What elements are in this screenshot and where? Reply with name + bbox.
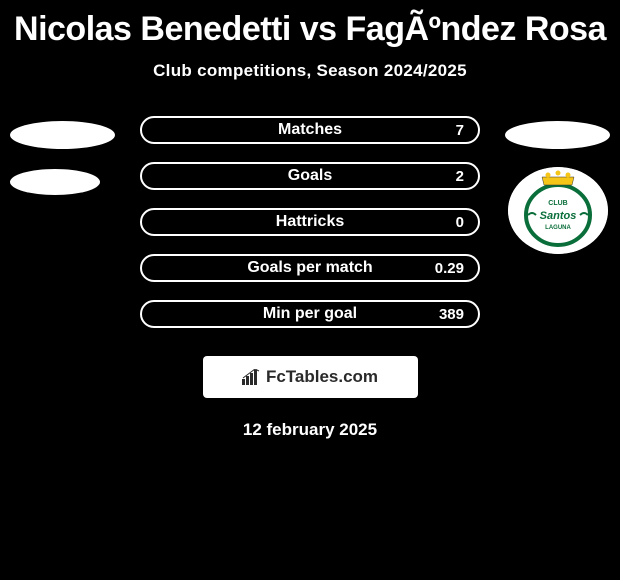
comparison-content: CLUB Santos LAGUNA Matches 7 Goals 2 [0,116,620,440]
chart-icon [242,369,262,385]
fctables-logo: FcTables.com [242,367,378,387]
date-label: 12 february 2025 [0,420,620,440]
stat-right-value: 0 [424,214,464,231]
stat-label: Goals [288,167,332,185]
right-badge-1 [505,121,610,149]
club-badge-right: CLUB Santos LAGUNA [508,167,608,254]
left-badge-2 [10,169,100,195]
stat-row-mpg: Min per goal 389 [140,300,480,328]
stat-right-value: 7 [424,122,464,139]
stat-right-value: 2 [424,168,464,185]
stat-row-goals: Goals 2 [140,162,480,190]
svg-text:LAGUNA: LAGUNA [545,225,571,231]
stat-right-value: 0.29 [424,260,464,277]
right-player-badges: CLUB Santos LAGUNA [505,121,610,254]
page-title: Nicolas Benedetti vs FagÃºndez Rosa [0,5,620,61]
left-badge-1 [10,121,115,149]
stat-label: Min per goal [263,305,357,323]
left-player-badges [10,121,115,195]
stat-row-matches: Matches 7 [140,116,480,144]
fctables-logo-box: FcTables.com [203,356,418,398]
stat-label: Matches [278,121,342,139]
stat-row-hattricks: Hattricks 0 [140,208,480,236]
santos-laguna-icon: CLUB Santos LAGUNA [508,167,608,254]
stat-right-value: 389 [424,306,464,323]
stat-row-gpm: Goals per match 0.29 [140,254,480,282]
stat-label: Goals per match [247,259,372,277]
subtitle: Club competitions, Season 2024/2025 [0,61,620,81]
svg-text:CLUB: CLUB [548,200,567,207]
stats-list: Matches 7 Goals 2 Hattricks 0 Goals per … [140,116,480,328]
svg-text:Santos: Santos [539,210,576,222]
logo-label: FcTables.com [266,367,378,387]
stat-label: Hattricks [276,213,344,231]
